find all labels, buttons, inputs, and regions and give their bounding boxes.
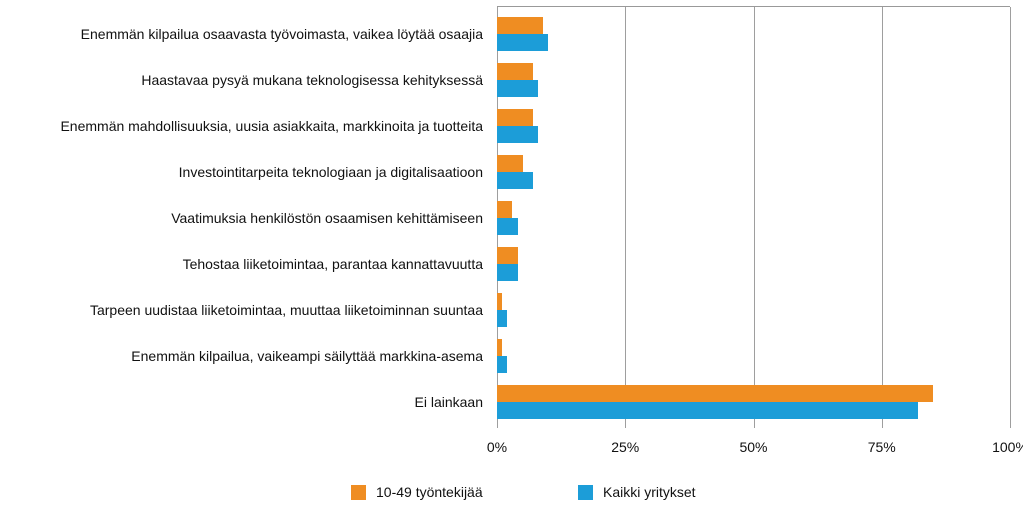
bar-s1 (497, 247, 518, 264)
bar-s2 (497, 356, 507, 373)
x-tick-label: 75% (868, 439, 896, 455)
legend-label: 10-49 työntekijää (376, 484, 483, 500)
category-label: Haastavaa pysyä mukana teknologisessa ke… (0, 72, 497, 88)
category-label: Tehostaa liiketoimintaa, parantaa kannat… (0, 256, 497, 272)
category-label: Vaatimuksia henkilöstön osaamisen kehitt… (0, 210, 497, 226)
bar-s2 (497, 264, 518, 281)
x-tick-label: 100% (992, 439, 1023, 455)
bar-s2 (497, 310, 507, 327)
category-label: Enemmän kilpailua osaavasta työvoimasta,… (0, 26, 497, 42)
category-label: Investointitarpeita teknologiaan ja digi… (0, 164, 497, 180)
category-label: Tarpeen uudistaa liiketoimintaa, muuttaa… (0, 302, 497, 318)
gridline (1010, 7, 1011, 428)
bar-s1 (497, 17, 543, 34)
plot-area: Enemmän kilpailua osaavasta työvoimasta,… (497, 6, 1010, 428)
bar-s2 (497, 218, 518, 235)
gridline (882, 7, 883, 428)
legend-swatch (578, 485, 593, 500)
bar-s2 (497, 126, 538, 143)
bar-s2 (497, 172, 533, 189)
x-tick-label: 25% (611, 439, 639, 455)
bar-s1 (497, 385, 933, 402)
bar-s1 (497, 339, 502, 356)
bar-s2 (497, 80, 538, 97)
legend-item: 10-49 työntekijää (351, 484, 483, 500)
legend-label: Kaikki yritykset (603, 484, 696, 500)
x-tick-label: 50% (739, 439, 767, 455)
bar-s1 (497, 63, 533, 80)
x-tick-label: 0% (487, 439, 507, 455)
gridline (625, 7, 626, 428)
chart: Enemmän kilpailua osaavasta työvoimasta,… (0, 0, 1023, 523)
bar-s2 (497, 34, 548, 51)
category-label: Enemmän kilpailua, vaikeampi säilyttää m… (0, 348, 497, 364)
bar-s1 (497, 201, 512, 218)
bar-s1 (497, 293, 502, 310)
gridline (754, 7, 755, 428)
category-label: Enemmän mahdollisuuksia, uusia asiakkait… (0, 118, 497, 134)
bar-s2 (497, 402, 918, 419)
bar-s1 (497, 155, 523, 172)
category-label: Ei lainkaan (0, 394, 497, 410)
legend-swatch (351, 485, 366, 500)
legend-item: Kaikki yritykset (578, 484, 696, 500)
bar-s1 (497, 109, 533, 126)
